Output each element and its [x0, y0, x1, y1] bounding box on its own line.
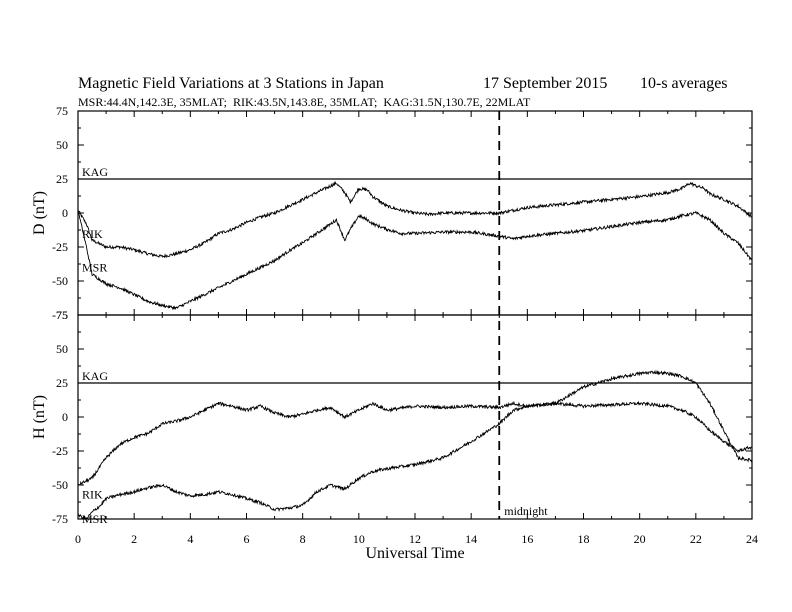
- x-tick-label: 24: [746, 532, 758, 546]
- midnight-label: midnight: [504, 504, 548, 518]
- x-tick-label: 10: [353, 532, 365, 546]
- series-label-msr: MSR: [82, 512, 107, 526]
- y-tick-label: -75: [52, 308, 68, 322]
- panel-h: 75 50 25 0 -25 -50 -75 H (nT) KAG RIK MSR: [31, 308, 753, 526]
- midnight-annotation: midnight: [498, 111, 548, 519]
- series-label-kag: KAG: [82, 165, 108, 179]
- panel-frame: [77, 314, 753, 520]
- series-line-rik: [77, 180, 753, 259]
- chart-averaging: 10-s averages: [640, 75, 728, 92]
- series-label-rik: RIK: [82, 227, 103, 241]
- x-tick-label: 22: [690, 532, 702, 546]
- y-tick-label: 0: [62, 206, 68, 220]
- x-tick-label: 6: [244, 532, 250, 546]
- y-tick-label: 50: [56, 138, 68, 152]
- y-axis-label: D (nT): [31, 191, 48, 235]
- y-tick-label: 25: [56, 172, 68, 186]
- chart-header: Magnetic Field Variations at 3 Stations …: [78, 75, 728, 109]
- x-tick-label: 20: [634, 532, 646, 546]
- series-line-msr: [77, 209, 753, 311]
- series-line-msr: [77, 369, 753, 520]
- y-axis-label: H (nT): [31, 395, 48, 439]
- panels: 75 50 25 0 -25 -50 -75 D (nT) KAG RIK MSR 75 50 25 0 -2…: [31, 104, 753, 526]
- y-tick-label: 50: [56, 342, 68, 356]
- x-tick-label: 16: [521, 532, 533, 546]
- x-axis-label: Universal Time: [365, 545, 464, 562]
- x-tick-label: 8: [300, 532, 306, 546]
- y-tick-label: -25: [52, 444, 68, 458]
- y-tick-label: -25: [52, 240, 68, 254]
- x-tick-label: 14: [465, 532, 477, 546]
- chart-title: Magnetic Field Variations at 3 Stations …: [78, 75, 384, 92]
- y-tick-label: -50: [52, 274, 68, 288]
- y-tick-label: -50: [52, 478, 68, 492]
- y-tick-label: 25: [56, 376, 68, 390]
- panel-frame: [77, 110, 753, 316]
- series-label-rik: RIK: [82, 488, 103, 502]
- series-label-msr: MSR: [82, 260, 107, 274]
- y-tick-label: 75: [56, 308, 68, 322]
- chart-subtitle: MSR:44.4N,142.3E, 35MLAT; RIK:43.5N,143.…: [78, 95, 531, 109]
- series-line-rik: [77, 400, 753, 486]
- y-tick-label: 0: [62, 410, 68, 424]
- x-tick-label: 0: [75, 532, 81, 546]
- series-label-kag: KAG: [82, 369, 108, 383]
- x-tick-label: 18: [578, 532, 590, 546]
- x-tick-label: 2: [131, 532, 137, 546]
- y-tick-label: -75: [52, 512, 68, 526]
- x-axis: Universal Time 0 2 4 6 8 10 12 14 16 18 20 22 24: [75, 111, 758, 562]
- y-tick-label: 75: [56, 104, 68, 118]
- chart-date: 17 September 2015: [483, 75, 607, 92]
- x-tick-label: 4: [187, 532, 193, 546]
- panel-d: 75 50 25 0 -25 -50 -75 D (nT) KAG RIK MSR: [31, 104, 753, 322]
- x-tick-label: 12: [409, 532, 421, 546]
